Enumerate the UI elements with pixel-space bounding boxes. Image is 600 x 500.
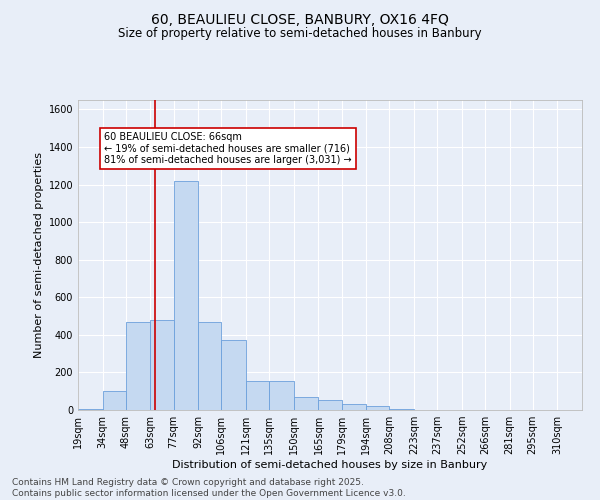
Bar xyxy=(103,391,126,410)
Bar xyxy=(341,404,366,410)
Bar xyxy=(389,409,414,410)
Bar xyxy=(198,322,221,410)
Bar xyxy=(173,181,198,410)
Bar xyxy=(246,381,269,410)
Y-axis label: Number of semi-detached properties: Number of semi-detached properties xyxy=(34,152,44,358)
Bar xyxy=(269,381,294,410)
Text: 60 BEAULIEU CLOSE: 66sqm
← 19% of semi-detached houses are smaller (716)
81% of : 60 BEAULIEU CLOSE: 66sqm ← 19% of semi-d… xyxy=(104,132,352,165)
Bar xyxy=(151,320,173,410)
Text: Size of property relative to semi-detached houses in Banbury: Size of property relative to semi-detach… xyxy=(118,28,482,40)
Bar xyxy=(78,409,103,410)
Bar xyxy=(366,406,389,410)
Text: Contains HM Land Registry data © Crown copyright and database right 2025.
Contai: Contains HM Land Registry data © Crown c… xyxy=(12,478,406,498)
X-axis label: Distribution of semi-detached houses by size in Banbury: Distribution of semi-detached houses by … xyxy=(172,460,488,470)
Bar xyxy=(319,400,341,410)
Bar xyxy=(126,322,151,410)
Bar xyxy=(294,397,319,410)
Bar xyxy=(221,340,246,410)
Text: 60, BEAULIEU CLOSE, BANBURY, OX16 4FQ: 60, BEAULIEU CLOSE, BANBURY, OX16 4FQ xyxy=(151,12,449,26)
